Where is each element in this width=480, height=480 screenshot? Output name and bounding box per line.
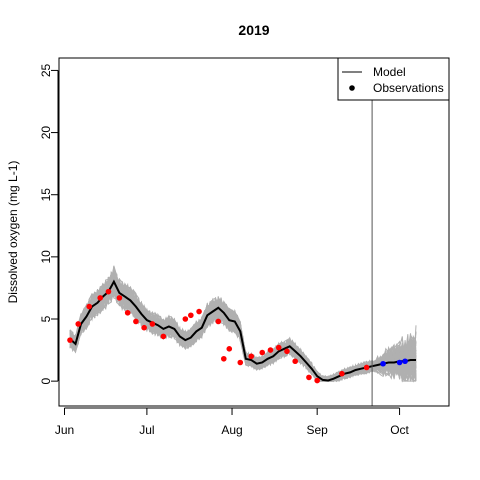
- observation-point: [160, 333, 167, 340]
- observation-point: [314, 377, 320, 384]
- observation-point: [284, 348, 290, 355]
- observation-point: [149, 321, 156, 327]
- y-tick-label: 20: [39, 126, 53, 140]
- plot-frame: [58, 57, 450, 407]
- x-tick-label: Sep: [306, 423, 328, 437]
- y-tick-label: 25: [39, 63, 53, 77]
- x-tick-label: Jun: [55, 423, 74, 437]
- observation-point: [196, 308, 202, 315]
- model-line: [69, 279, 416, 382]
- observation-point: [220, 355, 227, 362]
- legend-label: Observations: [373, 81, 444, 95]
- observation-point: [141, 324, 147, 331]
- observation-point: [275, 344, 282, 351]
- observation-point: [248, 353, 255, 360]
- x-tick-label: Jul: [139, 423, 154, 437]
- observation-point: [105, 288, 112, 295]
- y-tick-label: 15: [39, 188, 53, 202]
- forecast-observation-point: [396, 359, 403, 366]
- forecast-observation-point: [402, 358, 408, 365]
- observation-point: [259, 349, 266, 356]
- observation-point: [97, 295, 103, 301]
- y-tick-label: 10: [39, 250, 53, 264]
- observation-point: [67, 337, 73, 343]
- legend-point-swatch: [349, 85, 355, 91]
- observation-point: [133, 318, 139, 325]
- x-tick-label: Aug: [221, 423, 242, 437]
- observation-point: [75, 321, 82, 327]
- y-axis-title: Dissolved oxygen (mg L-1): [6, 161, 20, 304]
- observation-point: [188, 312, 194, 319]
- observation-point: [237, 359, 244, 366]
- observation-points: [67, 288, 408, 384]
- legend-label: Model: [373, 65, 406, 79]
- model-series: [69, 279, 416, 382]
- chart-title: 2019: [238, 22, 269, 38]
- ensemble-lines: [69, 265, 417, 383]
- axes: Jun Jul Aug Sep Oct 0 5 10 15 20 25: [39, 57, 450, 437]
- observation-point: [116, 295, 123, 301]
- observation-point: [226, 346, 233, 352]
- observation-point: [339, 370, 345, 377]
- forecast-observation-point: [380, 360, 386, 367]
- legend: Model Observations: [337, 57, 450, 101]
- observation-point: [267, 347, 274, 353]
- legend-box: [337, 57, 450, 101]
- y-tick-label: 5: [39, 315, 53, 322]
- observation-point: [86, 303, 93, 310]
- x-tick-label: Oct: [390, 423, 409, 437]
- observation-point: [124, 309, 131, 316]
- observation-point: [306, 374, 312, 381]
- observation-point: [292, 358, 298, 365]
- y-tick-label: 0: [39, 377, 53, 384]
- observation-point: [182, 316, 189, 322]
- observation-point: [363, 364, 370, 371]
- observation-point: [215, 318, 222, 325]
